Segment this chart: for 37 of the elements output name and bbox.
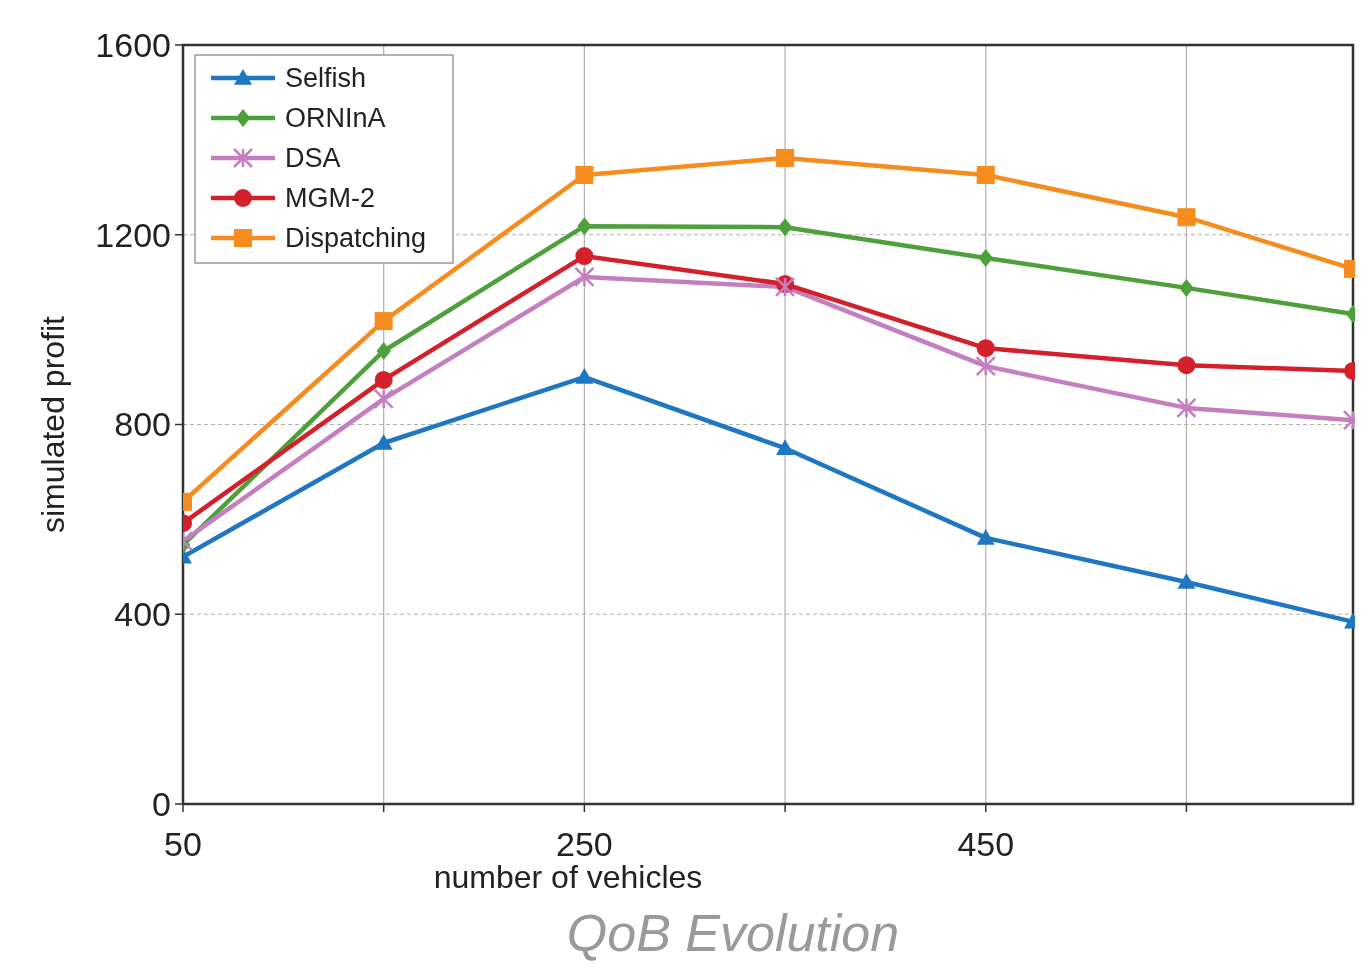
point [577,217,592,236]
point [1177,208,1196,227]
y-tick-label: 1600 [95,25,171,64]
point [1177,572,1196,589]
y-tick-label: 400 [114,595,171,634]
legend-label: MGM-2 [285,183,375,214]
y-axis-title: simulated profit [35,315,71,533]
x-tick-label: 450 [957,825,1015,863]
point [374,312,393,331]
x-tick-label: 50 [164,825,202,863]
legend-label: DSA [285,143,341,174]
point [777,218,793,237]
point [374,434,393,450]
point [1179,278,1194,297]
point [976,528,995,545]
point [574,266,595,288]
point [978,248,993,267]
point [575,247,594,266]
point [575,165,594,184]
point [976,165,995,184]
point [373,388,394,410]
y-tick-label: 1200 [95,215,171,254]
point [1176,397,1197,419]
point [776,439,795,455]
point [776,148,795,167]
text: QoB Evolution [566,904,900,962]
point [376,341,391,360]
legend-label: ORNInA [285,103,386,134]
point [975,355,996,377]
point [374,370,393,389]
y-tick-label: 800 [114,405,171,444]
point [976,339,995,358]
point [1177,356,1196,375]
y-tick-label: 0 [152,784,171,823]
point [575,368,594,384]
legend-label: Dispatching [285,223,427,254]
legend-label: Selfish [285,63,367,94]
